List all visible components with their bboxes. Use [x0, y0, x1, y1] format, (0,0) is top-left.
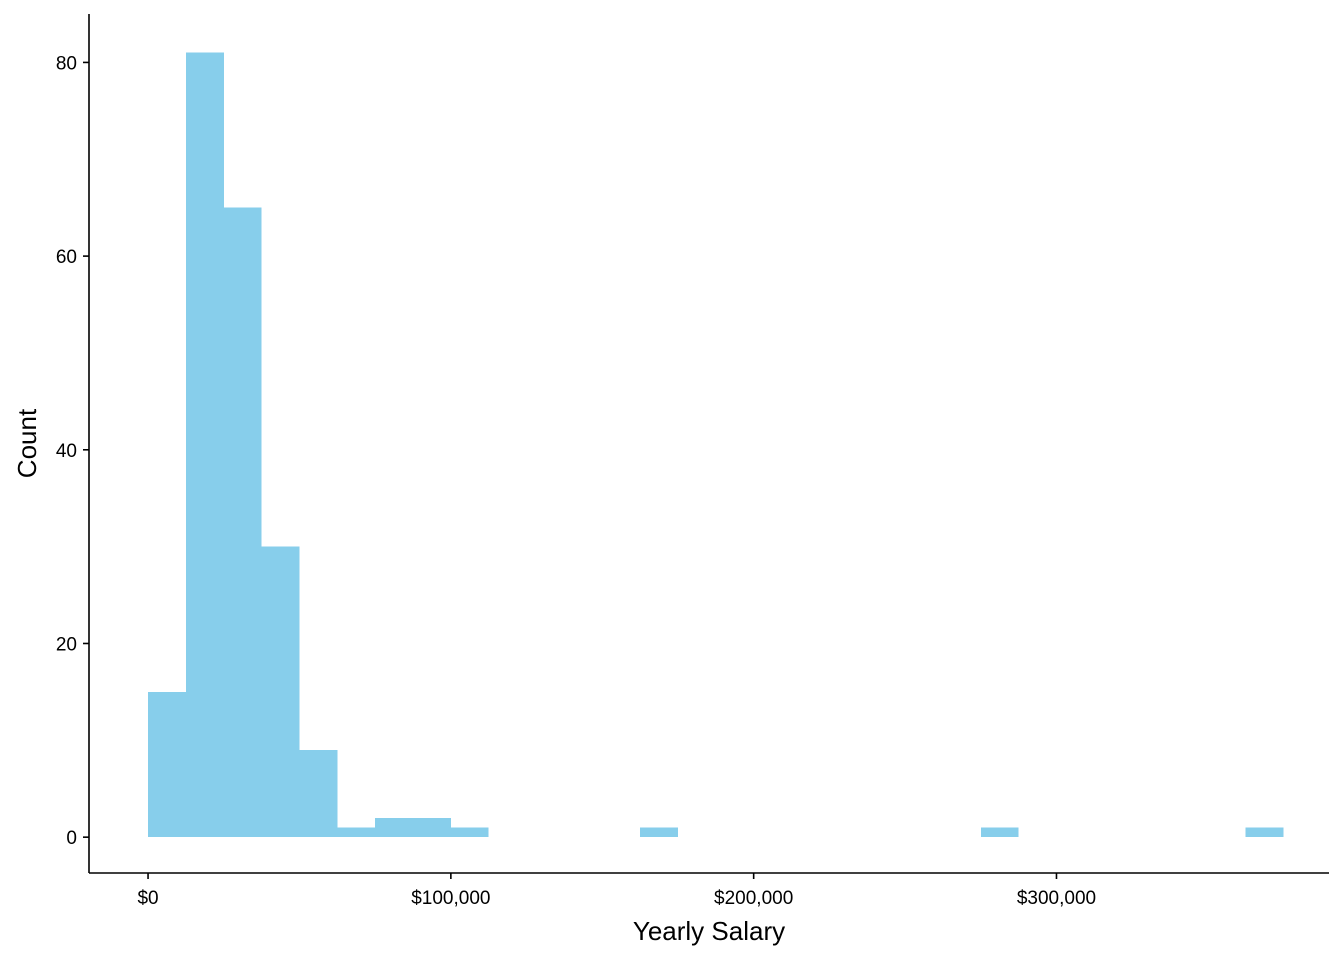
histogram-bar: [1245, 827, 1284, 838]
x-axis-title: Yearly Salary: [633, 916, 785, 946]
histogram-bar: [223, 207, 262, 838]
histogram-bar: [413, 817, 451, 838]
y-tick-label: 0: [66, 828, 77, 849]
x-tick-label: $300,000: [1017, 888, 1096, 909]
histogram-bars: [148, 52, 1284, 838]
histogram-bar: [299, 750, 338, 838]
y-tick-label: 40: [56, 441, 77, 462]
histogram-bar: [375, 817, 413, 838]
histogram-bar: [185, 52, 224, 838]
histogram-bar: [148, 691, 186, 838]
x-tick-label: $0: [137, 888, 158, 909]
y-tick-label: 20: [56, 634, 77, 655]
histogram-bar: [640, 827, 678, 838]
histogram-bar: [980, 827, 1019, 838]
y-axis-title: Count: [12, 408, 42, 478]
x-tick-label: $100,000: [411, 888, 490, 909]
x-axis-ticks: $0 $100,000 $200,000 $300,000: [137, 873, 1096, 909]
histogram-bar: [337, 827, 376, 838]
x-tick-label: $200,000: [714, 888, 793, 909]
y-axis-ticks: 0 20 40 60 80: [56, 53, 89, 849]
y-tick-label: 80: [56, 53, 77, 74]
histogram-bar: [261, 546, 300, 838]
histogram-bar: [450, 827, 489, 838]
y-tick-label: 60: [56, 247, 77, 268]
